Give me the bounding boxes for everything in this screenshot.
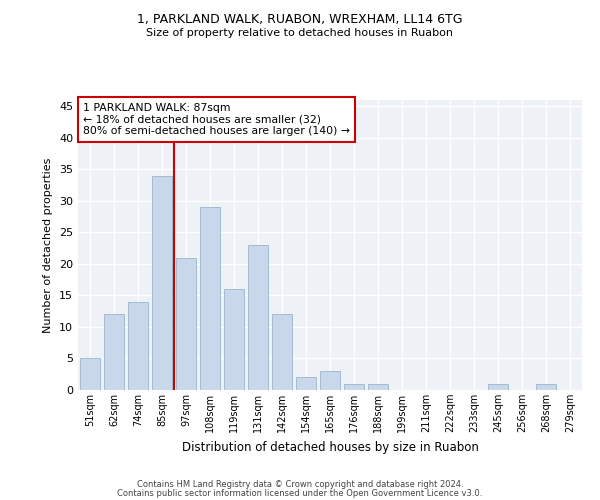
Bar <box>296 378 316 390</box>
Bar <box>536 384 556 390</box>
Y-axis label: Number of detached properties: Number of detached properties <box>43 158 53 332</box>
Bar <box>224 289 244 390</box>
X-axis label: Distribution of detached houses by size in Ruabon: Distribution of detached houses by size … <box>182 440 478 454</box>
Bar <box>344 384 364 390</box>
Bar <box>320 371 340 390</box>
Bar <box>272 314 292 390</box>
Text: 1 PARKLAND WALK: 87sqm
← 18% of detached houses are smaller (32)
80% of semi-det: 1 PARKLAND WALK: 87sqm ← 18% of detached… <box>83 103 350 136</box>
Bar <box>368 384 388 390</box>
Bar <box>488 384 508 390</box>
Text: Size of property relative to detached houses in Ruabon: Size of property relative to detached ho… <box>146 28 454 38</box>
Bar <box>152 176 172 390</box>
Text: 1, PARKLAND WALK, RUABON, WREXHAM, LL14 6TG: 1, PARKLAND WALK, RUABON, WREXHAM, LL14 … <box>137 12 463 26</box>
Bar <box>200 207 220 390</box>
Text: Contains HM Land Registry data © Crown copyright and database right 2024.: Contains HM Land Registry data © Crown c… <box>137 480 463 489</box>
Bar <box>80 358 100 390</box>
Bar <box>128 302 148 390</box>
Bar <box>176 258 196 390</box>
Bar <box>104 314 124 390</box>
Text: Contains public sector information licensed under the Open Government Licence v3: Contains public sector information licen… <box>118 489 482 498</box>
Bar <box>248 245 268 390</box>
